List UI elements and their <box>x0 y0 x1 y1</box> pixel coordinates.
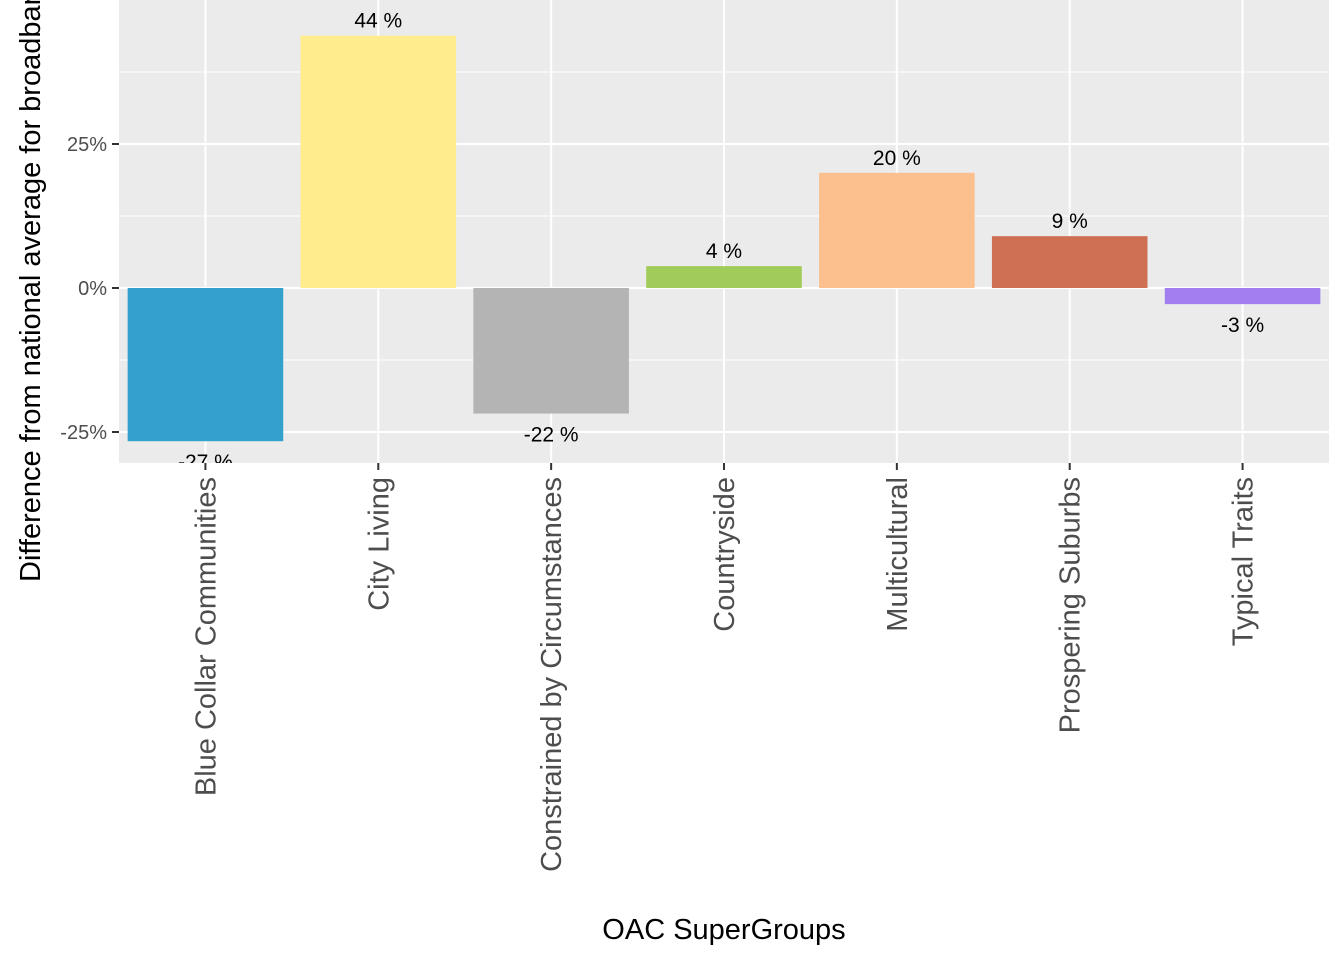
data-label: -27 % <box>178 451 233 474</box>
bar-blue-collar-communities <box>127 288 284 442</box>
y-tick-label: 0% <box>78 278 107 300</box>
x-tick-label: Typical Traits <box>1228 477 1260 646</box>
x-tick-label: Blue Collar Communities <box>190 477 222 796</box>
x-axis: Blue Collar Communities City Living Constr… <box>190 463 1260 872</box>
data-labels: -27 % 44 % -22 % 4 % 20 % 9 % -3 % <box>178 10 1264 474</box>
bar-countryside <box>646 266 802 288</box>
bar-constrained-by-circumstances <box>473 288 629 414</box>
data-label: 20 % <box>873 147 921 170</box>
bar-city-living <box>300 35 457 288</box>
x-tick-label: Constrained by Circumstances <box>536 477 568 872</box>
x-tick-label: Multicultural <box>882 477 914 632</box>
y-axis: -25% 0% 25% <box>60 134 119 444</box>
bar-typical-traits <box>1164 288 1321 305</box>
data-label: -3 % <box>1221 314 1264 337</box>
data-label: 9 % <box>1052 210 1088 233</box>
x-tick-label: City Living <box>363 477 395 611</box>
y-tick-label: 25% <box>67 134 107 156</box>
x-tick-label: Countryside <box>709 477 741 632</box>
data-label: 4 % <box>706 240 742 263</box>
bars <box>127 35 1321 442</box>
x-axis-title: OAC SuperGroups <box>602 914 845 946</box>
y-axis-title: Difference from national average for bro… <box>15 0 47 582</box>
bar-prospering-suburbs <box>991 236 1148 288</box>
bar-multicultural <box>819 172 975 288</box>
data-label: 44 % <box>354 10 402 33</box>
data-label: -22 % <box>524 424 579 447</box>
x-tick-label: Prospering Suburbs <box>1055 477 1087 733</box>
y-tick-label: -25% <box>60 422 107 444</box>
